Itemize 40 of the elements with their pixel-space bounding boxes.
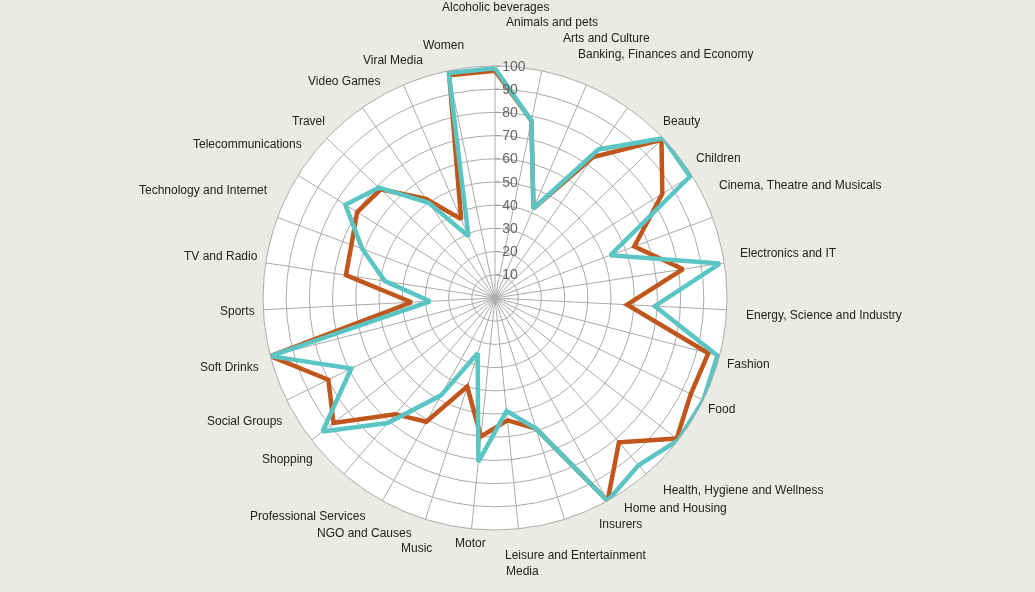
spoke-label: Home and Housing xyxy=(624,501,727,515)
spoke-label: Banking, Finances and Economy xyxy=(578,47,754,61)
spoke-label: Insurers xyxy=(599,517,643,531)
spoke-label: Beauty xyxy=(663,114,701,128)
spoke-label: Telecommunications xyxy=(193,137,302,151)
spoke-label: Electronics and IT xyxy=(740,246,837,260)
y-tick-label: 30 xyxy=(502,219,519,236)
y-tick-label: 40 xyxy=(502,196,519,213)
spoke-label: Health, Hygiene and Wellness xyxy=(663,483,824,497)
spoke-label: Food xyxy=(708,402,736,416)
spoke-label: Arts and Culture xyxy=(563,31,651,45)
spoke-label: Soft Drinks xyxy=(200,360,259,374)
y-tick-label: 70 xyxy=(502,127,519,144)
spoke-label: Shopping xyxy=(262,452,313,466)
y-tick-label: 50 xyxy=(502,173,519,190)
spoke-label: Alcoholic beverages xyxy=(442,0,550,14)
spoke-label: Sports xyxy=(220,304,255,318)
spoke-label: Video Games xyxy=(308,74,381,88)
spoke-label: Cinema, Theatre and Musicals xyxy=(719,178,882,192)
spoke-label: Viral Media xyxy=(363,53,424,67)
spoke-label: Media xyxy=(506,564,540,578)
y-tick-label: 60 xyxy=(502,150,519,167)
spoke-label: Women xyxy=(423,38,465,52)
spoke-label: Children xyxy=(696,151,741,165)
spoke-label: Energy, Science and Industry xyxy=(746,308,902,322)
spoke-label: Animals and pets xyxy=(506,15,599,29)
spoke-label: NGO and Causes xyxy=(317,526,412,540)
spoke-label: Technology and Internet xyxy=(139,183,268,197)
y-tick-label: 80 xyxy=(502,103,519,120)
spoke-label: Professional Services xyxy=(250,509,366,523)
spoke-label: Travel xyxy=(292,114,325,128)
spoke-label: Motor xyxy=(455,536,486,550)
spoke-label: Music xyxy=(401,541,433,555)
y-tick-label: 20 xyxy=(502,243,519,260)
y-tick-label: 10 xyxy=(502,266,519,283)
spoke-label: Leisure and Entertainment xyxy=(505,548,647,562)
spoke-label: Fashion xyxy=(727,357,770,371)
spoke-label: Social Groups xyxy=(207,414,283,428)
spoke-label: TV and Radio xyxy=(184,249,258,263)
y-tick-label: 100 xyxy=(502,57,526,74)
